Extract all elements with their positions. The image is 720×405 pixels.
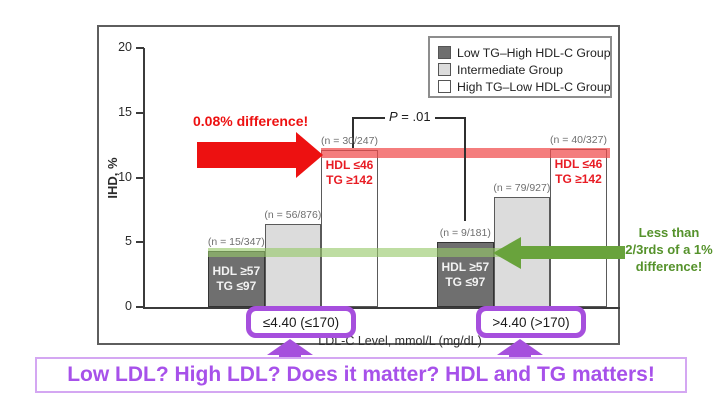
y-tick-mark-0 (136, 306, 144, 308)
bar-s2-c0 (321, 150, 378, 307)
bar-s2-c1 (550, 149, 607, 307)
bar-n-label-s0-c1: (n = 9/181) (439, 227, 491, 240)
bar-inner-label-line: HDL ≥57 (441, 259, 490, 274)
bar-inner-label-line: TG ≥142 (326, 173, 373, 188)
red-callout-text: 0.08% difference! (193, 113, 309, 129)
legend-label: High TG–Low HDL-C Group (457, 79, 611, 94)
y-tick-label-15: 15 (118, 104, 132, 119)
bar-n-label-s2-c0: (n = 30/247) (321, 135, 378, 148)
y-tick-label-10: 10 (118, 169, 132, 184)
y-tick-mark-15 (136, 111, 144, 114)
bar-inner-label-line: TG ≤97 (216, 279, 257, 294)
bar-inner-label-line: HDL ≤46 (325, 158, 374, 173)
y-tick-mark-10 (136, 176, 144, 179)
bar-s1-c0 (264, 224, 322, 307)
purple-up-arrow-icon-2 (497, 339, 543, 355)
y-axis-line (143, 48, 145, 309)
red-arrow-icon (197, 142, 296, 168)
legend-item-1: Intermediate Group (438, 61, 610, 78)
bar-inner-label-s0-c1: HDL ≥57 TG ≤97 (437, 242, 494, 307)
y-tick-label-5: 5 (125, 234, 132, 249)
legend-swatch-icon (438, 46, 451, 59)
bar-n-label-s2-c1: (n = 40/327) (550, 134, 607, 146)
green-callout-line-1: Less than (638, 225, 700, 240)
p-value-italic: P (389, 109, 398, 124)
legend-label: Low TG–High HDL-C Group (457, 45, 611, 60)
p-bracket-left (352, 117, 354, 148)
x-category-low-ldl: ≤4.40 (≤170) (246, 306, 356, 338)
y-tick-label-20: 20 (118, 40, 132, 54)
bar-inner-label-line: TG ≥142 (555, 172, 602, 186)
green-arrowhead-icon (493, 237, 521, 269)
bar-inner-label-s2-c0: HDL ≤46 TG ≥142 (321, 150, 378, 307)
legend-swatch-icon (438, 80, 451, 93)
bar-n-label-s1-c1: (n = 79/927) (493, 181, 551, 194)
legend: Low TG–High HDL-C Group Intermediate Grou… (428, 36, 612, 98)
y-tick-mark-5 (136, 241, 144, 244)
bar-n-label-s0-c0: (n = 15/347) (207, 236, 265, 249)
x-category-high-ldl: >4.40 (>170) (476, 306, 586, 338)
p-bracket-right (464, 117, 466, 221)
p-value-label: P = .01 (385, 109, 435, 124)
purple-up-arrow-icon-1 (267, 339, 313, 355)
legend-swatch-icon (438, 63, 451, 76)
y-tick-mark-20 (136, 47, 144, 49)
green-highlight-band (208, 248, 609, 257)
p-value-rest: = .01 (397, 109, 431, 124)
x-axis-line (143, 307, 620, 309)
bar-inner-label-line: HDL ≤46 (554, 157, 603, 171)
x-axis-title: LDL-C Level, mmol/L (mg/dL) (318, 334, 482, 348)
y-tick-label-0: 0 (125, 299, 132, 313)
bar-inner-label-line: HDL ≥57 (212, 264, 261, 279)
green-callout-line-2: 2/3rds of a 1% (625, 242, 713, 257)
bar-s0-c0 (208, 251, 265, 307)
green-callout-line-3: difference! (635, 259, 703, 274)
red-arrowhead-icon (296, 132, 323, 178)
legend-label: Intermediate Group (457, 62, 563, 77)
bar-inner-label-line: TG ≤97 (445, 274, 486, 289)
bar-inner-label-s2-c1: HDL ≤46 TG ≥142 (550, 149, 607, 307)
green-arrow-icon (521, 246, 625, 259)
legend-item-2: High TG–Low HDL-C Group (438, 78, 611, 95)
banner-message: Low LDL? High LDL? Does it matter? HDL a… (35, 357, 687, 393)
bar-inner-label-s0-c0: HDL ≥57 TG ≤97 (208, 251, 265, 307)
legend-item-0: Low TG–High HDL-C Group (438, 44, 611, 61)
green-callout-text: Less than 2/3rds of a 1% difference! (618, 224, 720, 275)
bar-n-label-s1-c0: (n = 56/876) (264, 209, 322, 222)
